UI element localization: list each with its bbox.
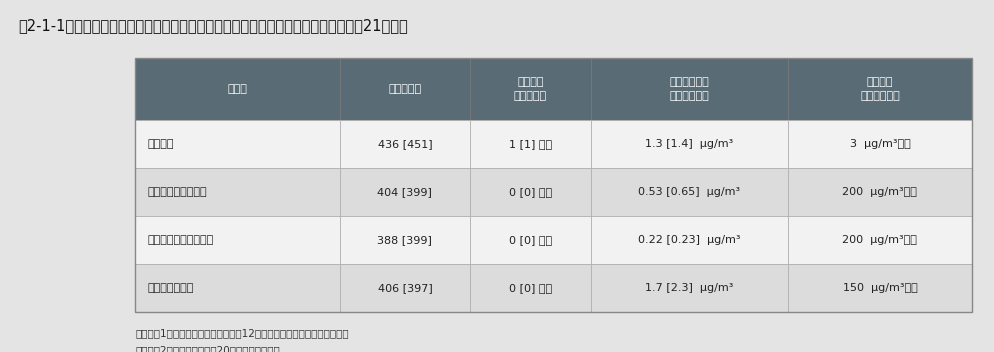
Text: 0 [0] 地点: 0 [0] 地点 [509, 283, 552, 293]
Bar [340, 58, 470, 120]
Bar [591, 58, 788, 120]
Bar [788, 168, 972, 216]
Text: ベンゼン: ベンゼン [147, 139, 174, 149]
Text: 1.7 [2.3]  μg/m³: 1.7 [2.3] μg/m³ [645, 283, 734, 293]
Text: 測定地点数: 測定地点数 [389, 84, 421, 94]
Bar [135, 264, 340, 312]
Text: ジクロロメタン: ジクロロメタン [147, 283, 194, 293]
Text: 2．［　］内は平成20年度実績である。: 2．［ ］内は平成20年度実績である。 [135, 346, 279, 352]
Text: 環境基準
超過地点数: 環境基準 超過地点数 [514, 77, 547, 101]
Bar [340, 168, 470, 216]
Bar [135, 168, 340, 216]
Bar [340, 264, 470, 312]
Bar [470, 120, 591, 168]
Text: 404 [399]: 404 [399] [378, 187, 432, 197]
Text: 388 [399]: 388 [399] [378, 235, 432, 245]
Text: 全地点平均値
（年平均値）: 全地点平均値 （年平均値） [670, 77, 710, 101]
Bar [591, 264, 788, 312]
Bar [788, 216, 972, 264]
Bar [788, 264, 972, 312]
Text: 406 [397]: 406 [397] [378, 283, 432, 293]
Text: 436 [451]: 436 [451] [378, 139, 432, 149]
Bar [470, 58, 591, 120]
Bar [470, 216, 591, 264]
Bar [470, 264, 591, 312]
Bar [788, 58, 972, 120]
Bar [135, 58, 972, 312]
Text: （注）　1．年平均値は、月１回、年12回以上の測定値の平均値である。: （注） 1．年平均値は、月１回、年12回以上の測定値の平均値である。 [135, 328, 349, 338]
Text: 200  μg/m³以下: 200 μg/m³以下 [843, 187, 917, 197]
Bar [340, 216, 470, 264]
Text: 1 [1] 地点: 1 [1] 地点 [509, 139, 552, 149]
Bar [591, 168, 788, 216]
Text: 1.3 [1.4]  μg/m³: 1.3 [1.4] μg/m³ [645, 139, 734, 149]
Bar [788, 120, 972, 168]
Text: 150  μg/m³以下: 150 μg/m³以下 [843, 283, 917, 293]
Bar [470, 168, 591, 216]
Text: 0 [0] 地点: 0 [0] 地点 [509, 187, 552, 197]
Text: 0.22 [0.23]  μg/m³: 0.22 [0.23] μg/m³ [638, 235, 741, 245]
Text: 200  μg/m³以下: 200 μg/m³以下 [843, 235, 917, 245]
Bar [591, 216, 788, 264]
Text: テトラクロロエチレン: テトラクロロエチレン [147, 235, 214, 245]
Text: 0 [0] 地点: 0 [0] 地点 [509, 235, 552, 245]
Text: 0.53 [0.65]  μg/m³: 0.53 [0.65] μg/m³ [638, 187, 741, 197]
Text: 3  μg/m³以下: 3 μg/m³以下 [850, 139, 911, 149]
Bar [135, 216, 340, 264]
Text: 物質名: 物質名 [228, 84, 248, 94]
Text: 表2-1-1　有害大気汚染物質のうち環境基準の設定されている物質の調査結果（平成21年度）: 表2-1-1 有害大気汚染物質のうち環境基準の設定されている物質の調査結果（平成… [18, 18, 408, 33]
Bar [340, 120, 470, 168]
Bar [591, 120, 788, 168]
Bar [135, 120, 340, 168]
Text: トリクロロエチレン: トリクロロエチレン [147, 187, 207, 197]
Bar [135, 58, 340, 120]
Text: 環境基準
（年平均値）: 環境基準 （年平均値） [860, 77, 900, 101]
